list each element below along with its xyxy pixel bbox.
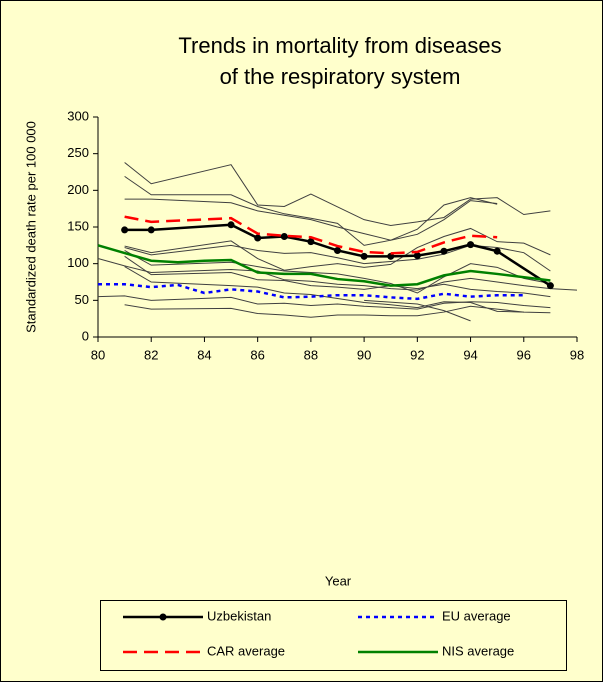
x-tick-label: 88 [304,347,318,362]
data-point [121,226,129,234]
data-point [147,226,155,234]
y-tick-label: 150 [67,218,89,233]
country-line [124,175,498,246]
data-point [493,247,501,255]
legend-label: EU average [442,608,511,623]
x-tick-label: 82 [144,347,158,362]
chart-title: Trends in mortality from diseases [178,33,501,58]
series-line [124,223,552,287]
country-line [97,258,578,291]
data-point [467,241,475,249]
data-point [254,234,262,242]
country-line [364,299,471,322]
x-tick-label: 80 [91,347,105,362]
legend-label: Uzbekistan [207,608,271,623]
x-tick-label: 96 [517,347,531,362]
x-tick-label: 92 [410,347,424,362]
x-tick-label: 86 [250,347,264,362]
data-point [360,252,368,260]
x-axis-label: Year [325,573,352,588]
x-tick-label: 84 [197,347,211,362]
country-line [124,198,498,241]
data-point [227,221,235,229]
y-tick-label: 200 [67,182,89,197]
country-line [124,244,551,272]
data-point [413,252,421,260]
legend-label: NIS average [442,643,514,658]
x-tick-label: 98 [570,347,584,362]
legend-label: CAR average [207,643,285,658]
country-line [124,255,551,298]
data-point [280,233,288,241]
series-line [124,215,498,255]
legend-marker [159,613,167,621]
legend-box [100,600,567,671]
series-line [97,244,551,287]
country-line [124,162,551,227]
data-point [334,246,341,254]
data-point [546,282,554,290]
country-line [124,266,524,313]
y-tick-label: 100 [67,255,89,270]
data-point [307,238,315,246]
data-point [387,252,395,260]
x-tick-label: 90 [357,347,371,362]
chart-title: of the respiratory system [220,64,461,89]
country-line [124,304,551,318]
y-tick-label: 0 [82,328,89,343]
country-line [97,295,551,310]
y-tick-label: 300 [67,108,89,123]
y-tick-label: 50 [75,292,89,307]
y-tick-label: 250 [67,145,89,160]
x-tick-label: 94 [463,347,477,362]
y-axis-label: Standardized death rate per 100 000 [23,121,38,333]
data-point [440,247,448,255]
